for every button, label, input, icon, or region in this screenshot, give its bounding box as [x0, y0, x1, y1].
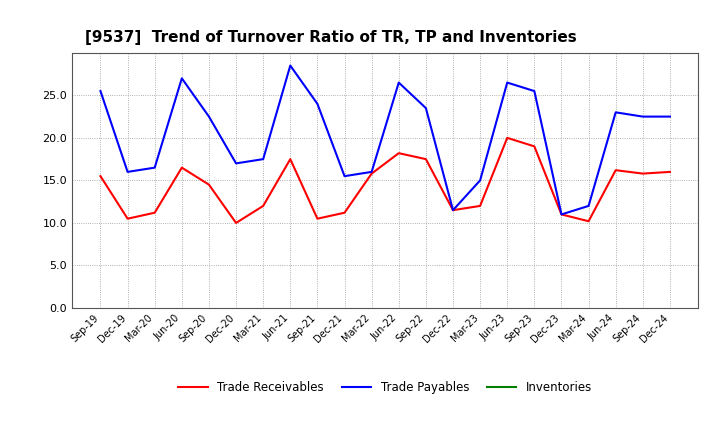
Trade Receivables [259, 203, 268, 209]
Trade Receivables [341, 210, 349, 215]
Trade Receivables [503, 135, 511, 140]
Trade Receivables [232, 220, 240, 226]
Trade Payables [421, 106, 430, 111]
Trade Payables [232, 161, 240, 166]
Trade Receivables [178, 165, 186, 170]
Trade Receivables [665, 169, 674, 175]
Trade Payables [150, 165, 159, 170]
Trade Payables [665, 114, 674, 119]
Trade Payables [449, 208, 457, 213]
Trade Receivables [530, 144, 539, 149]
Trade Receivables [367, 171, 376, 176]
Legend: Trade Receivables, Trade Payables, Inventories: Trade Receivables, Trade Payables, Inven… [174, 377, 597, 399]
Trade Payables [639, 114, 647, 119]
Line: Trade Payables: Trade Payables [101, 66, 670, 214]
Trade Payables [96, 88, 105, 94]
Trade Payables [611, 110, 620, 115]
Trade Receivables [96, 173, 105, 179]
Trade Receivables [204, 182, 213, 187]
Trade Receivables [639, 171, 647, 176]
Trade Receivables [611, 168, 620, 173]
Trade Payables [123, 169, 132, 175]
Trade Receivables [395, 150, 403, 156]
Trade Payables [313, 101, 322, 106]
Trade Payables [395, 80, 403, 85]
Trade Receivables [476, 203, 485, 209]
Trade Receivables [449, 208, 457, 213]
Trade Payables [557, 212, 566, 217]
Trade Payables [476, 178, 485, 183]
Trade Receivables [421, 157, 430, 162]
Text: [9537]  Trend of Turnover Ratio of TR, TP and Inventories: [9537] Trend of Turnover Ratio of TR, TP… [84, 29, 576, 45]
Trade Payables [584, 203, 593, 209]
Trade Receivables [123, 216, 132, 221]
Trade Receivables [557, 212, 566, 217]
Line: Trade Receivables: Trade Receivables [101, 138, 670, 223]
Trade Payables [178, 76, 186, 81]
Trade Payables [367, 169, 376, 175]
Trade Receivables [150, 210, 159, 215]
Trade Receivables [286, 157, 294, 162]
Trade Receivables [584, 219, 593, 224]
Trade Receivables [313, 216, 322, 221]
Trade Payables [259, 157, 268, 162]
Trade Payables [341, 173, 349, 179]
Trade Payables [204, 114, 213, 119]
Trade Payables [286, 63, 294, 68]
Trade Payables [530, 88, 539, 94]
Trade Payables [503, 80, 511, 85]
